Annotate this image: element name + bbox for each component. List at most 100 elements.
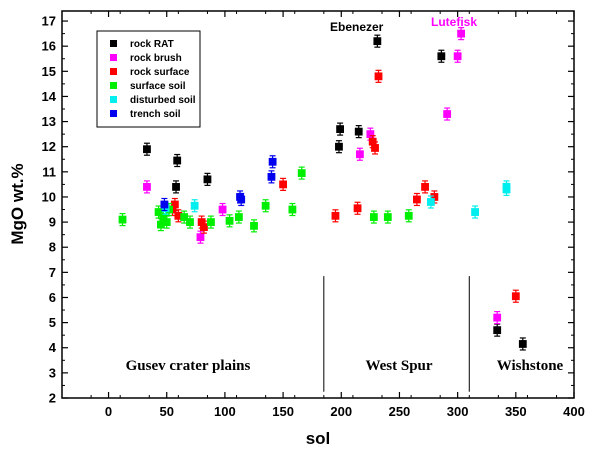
- data-point: [173, 156, 182, 165]
- data-point: [443, 110, 452, 118]
- data-point: [297, 169, 306, 177]
- series-disturbed-soil: [161, 180, 511, 219]
- data-point: [143, 183, 151, 191]
- legend-label-surface-soil: surface soil: [130, 81, 186, 92]
- data-point: [203, 175, 212, 184]
- y-axis-title: MgO wt.%: [8, 163, 27, 244]
- data-point: [143, 145, 151, 154]
- data-point: [373, 37, 382, 46]
- data-points: [118, 27, 527, 351]
- y-tick-label: 17: [42, 14, 56, 29]
- data-point: [453, 52, 462, 61]
- y-tick-label: 14: [42, 89, 57, 104]
- data-point: [493, 326, 502, 335]
- series-rock-rat: [143, 34, 527, 351]
- series-rock-surface: [168, 69, 520, 303]
- legend-label-rock-brush: rock brush: [130, 53, 182, 64]
- legend-label-trench-soil: trench soil: [130, 109, 181, 120]
- data-point: [502, 183, 511, 191]
- data-point: [172, 183, 180, 191]
- data-point: [518, 340, 527, 348]
- data-point: [331, 211, 340, 220]
- data-point: [234, 213, 243, 221]
- y-tick-label: 6: [49, 290, 56, 305]
- data-point: [118, 215, 127, 224]
- legend-marker-surface-soil: [110, 82, 117, 89]
- data-point: [404, 211, 413, 220]
- data-point: [237, 195, 246, 204]
- data-point: [162, 218, 171, 226]
- y-tick-label: 10: [42, 189, 56, 204]
- data-point: [353, 204, 362, 213]
- legend-marker-rock-surface: [110, 68, 117, 75]
- data-point: [374, 72, 383, 81]
- y-tick-label: 11: [42, 164, 56, 179]
- data-point: [413, 195, 421, 204]
- data-point: [426, 198, 435, 206]
- x-tick-label: 100: [214, 404, 236, 419]
- x-tick-label: 0: [105, 404, 112, 419]
- data-point: [354, 127, 363, 136]
- annotation-lutefisk: Lutefisk: [431, 15, 477, 29]
- x-tick-label: 250: [389, 404, 411, 419]
- y-tick-label: 4: [49, 340, 57, 355]
- legend-marker-rock-brush: [110, 54, 117, 61]
- legend: rock RAT rock brush rock surface surface…: [96, 30, 201, 128]
- region-labels: Gusev crater plains West Spur Wishstone: [126, 358, 564, 374]
- x-tick-label: 200: [330, 404, 352, 419]
- data-point: [268, 157, 277, 166]
- y-tick-label: 3: [49, 365, 56, 380]
- legend-marker-rock-rat: [110, 40, 117, 47]
- y-tick-label: 7: [49, 265, 56, 280]
- legend-marker-disturbed-soil: [110, 96, 117, 103]
- x-tick-label: 50: [159, 404, 173, 419]
- series-trench-soil: [160, 155, 277, 212]
- y-tick-label: 9: [49, 215, 56, 230]
- region-label-gusev: Gusev crater plains: [126, 358, 251, 374]
- data-point: [471, 208, 479, 216]
- data-point: [279, 180, 287, 189]
- data-point: [335, 142, 343, 151]
- tick-labels: 0 50 100 150 200 250 300 350 400 2 3 4 5 6 7 8 9 10 11 12 13…: [42, 14, 585, 419]
- data-point: [170, 200, 179, 209]
- data-point: [160, 200, 169, 209]
- region-dividers: [323, 276, 470, 392]
- data-point: [186, 218, 194, 226]
- y-tick-label: 2: [49, 391, 56, 406]
- data-point: [355, 150, 364, 159]
- data-point: [218, 205, 227, 214]
- data-point: [457, 29, 466, 38]
- x-tick-label: 350: [505, 404, 527, 419]
- legend-label-disturbed-soil: disturbed soil: [130, 95, 196, 106]
- data-point: [180, 213, 189, 221]
- legend-marker-trench-soil: [110, 110, 117, 117]
- data-point: [493, 313, 502, 322]
- data-point: [196, 233, 205, 242]
- y-tick-label: 5: [49, 315, 56, 330]
- data-point: [511, 292, 520, 301]
- plot-frame: [61, 10, 575, 399]
- data-point: [288, 205, 297, 214]
- data-point: [225, 216, 234, 225]
- data-point: [190, 201, 199, 210]
- y-tick-label: 13: [42, 114, 56, 129]
- legend-label-rock-surface: rock surface: [130, 67, 190, 78]
- data-point: [366, 130, 375, 139]
- x-axis-title: sol: [306, 429, 331, 448]
- region-label-west-spur: West Spur: [365, 358, 432, 374]
- region-label-wishstone: Wishstone: [497, 358, 564, 374]
- data-point: [200, 223, 208, 232]
- data-point: [336, 125, 345, 134]
- data-point: [267, 172, 276, 181]
- data-point: [421, 183, 429, 191]
- data-point: [261, 201, 270, 210]
- annotation-ebenezer: Ebenezer: [330, 20, 384, 34]
- y-tick-label: 15: [42, 64, 56, 79]
- y-tick-label: 12: [42, 139, 56, 154]
- x-tick-label: 400: [563, 404, 585, 419]
- legend-label-rock-rat: rock RAT: [130, 39, 174, 50]
- data-point: [371, 144, 379, 152]
- point-annotations: Ebenezer Lutefisk: [330, 15, 477, 34]
